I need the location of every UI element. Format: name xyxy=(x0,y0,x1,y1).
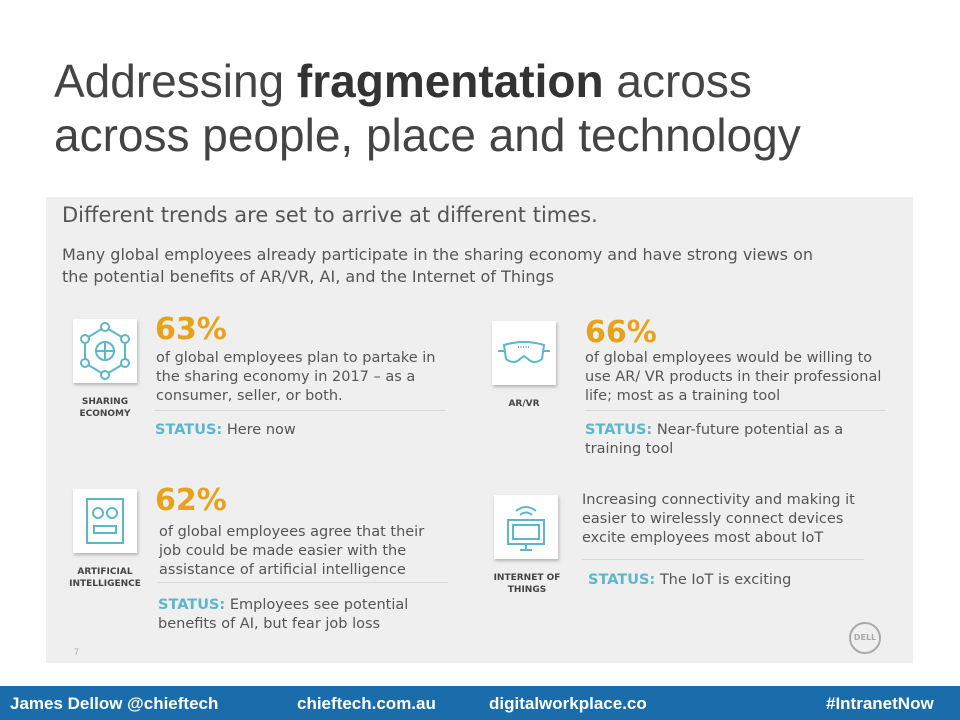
ar-vr-status: STATUS: Near-future potential as a train… xyxy=(585,421,875,459)
title-part1: Addressing xyxy=(54,55,297,107)
iot-status: STATUS: The IoT is exciting xyxy=(588,571,878,590)
ar-vr-caption: AR/VR xyxy=(508,399,540,409)
title-part2: across xyxy=(603,55,752,107)
network-icon xyxy=(80,322,130,380)
footer-site-chieftech[interactable]: chieftech.com.au xyxy=(297,694,436,713)
status-label: STATUS: xyxy=(588,572,656,588)
ai-description: of global employees agree that their job… xyxy=(159,524,425,578)
title-line2: across people, place and technology xyxy=(54,109,801,161)
footer-site-digitalworkplace[interactable]: digitalworkplace.co xyxy=(489,694,647,713)
ar-vr-description: of global employees would be willing to … xyxy=(585,350,882,404)
divider xyxy=(155,410,445,411)
ar-vr-percent: 66% xyxy=(585,315,657,350)
vr-goggles-icon xyxy=(498,341,550,363)
status-text: Near-future potential as a training tool xyxy=(585,422,844,457)
footer-bar: James Dellow @chieftech chieftech.com.au… xyxy=(0,686,960,720)
ai-caption: ARTIFICIAL INTELLIGENCE xyxy=(69,567,141,589)
sharing-economy-tile xyxy=(73,319,137,383)
footer-hashtag: #IntranetNow xyxy=(826,694,934,713)
sharing-economy-status: STATUS: Here now xyxy=(155,421,445,440)
panel-heading: Different trends are set to arrive at di… xyxy=(62,203,598,227)
divider xyxy=(158,582,448,583)
sharing-economy-description: of global employees plan to partake in t… xyxy=(156,350,436,404)
footer-author: James Dellow @chieftech xyxy=(10,694,219,713)
ai-status: STATUS: Employees see potential benefits… xyxy=(158,596,448,634)
iot-caption: INTERNET OF THINGS xyxy=(493,573,561,595)
status-text: The IoT is exciting xyxy=(655,572,792,588)
divider xyxy=(582,559,864,560)
sharing-economy-percent: 63% xyxy=(155,312,227,347)
divider xyxy=(585,410,885,411)
title-bold: fragmentation xyxy=(296,55,604,107)
status-text: Here now xyxy=(222,422,296,438)
status-label: STATUS: xyxy=(158,597,226,613)
dell-logo: DELL xyxy=(849,622,881,654)
iot-description: Increasing connectivity and making it ea… xyxy=(582,492,855,546)
status-label: STATUS: xyxy=(155,422,223,438)
page-number: 7 xyxy=(74,647,80,657)
sharing-economy-caption: SHARING ECONOMY xyxy=(79,397,131,419)
robot-face-icon xyxy=(86,498,124,544)
ar-vr-tile xyxy=(492,321,556,385)
panel-subheading: Many global employees already participat… xyxy=(62,245,814,286)
ai-tile xyxy=(73,489,137,553)
slide-title: Addressing fragmentation across across p… xyxy=(54,54,934,162)
ai-percent: 62% xyxy=(155,483,227,518)
status-label: STATUS: xyxy=(585,422,653,438)
iot-tile xyxy=(494,495,558,559)
infographic-panel: Different trends are set to arrive at di… xyxy=(46,197,913,663)
wifi-monitor-icon xyxy=(507,506,545,551)
status-text: Employees see potential benefits of AI, … xyxy=(158,597,409,632)
